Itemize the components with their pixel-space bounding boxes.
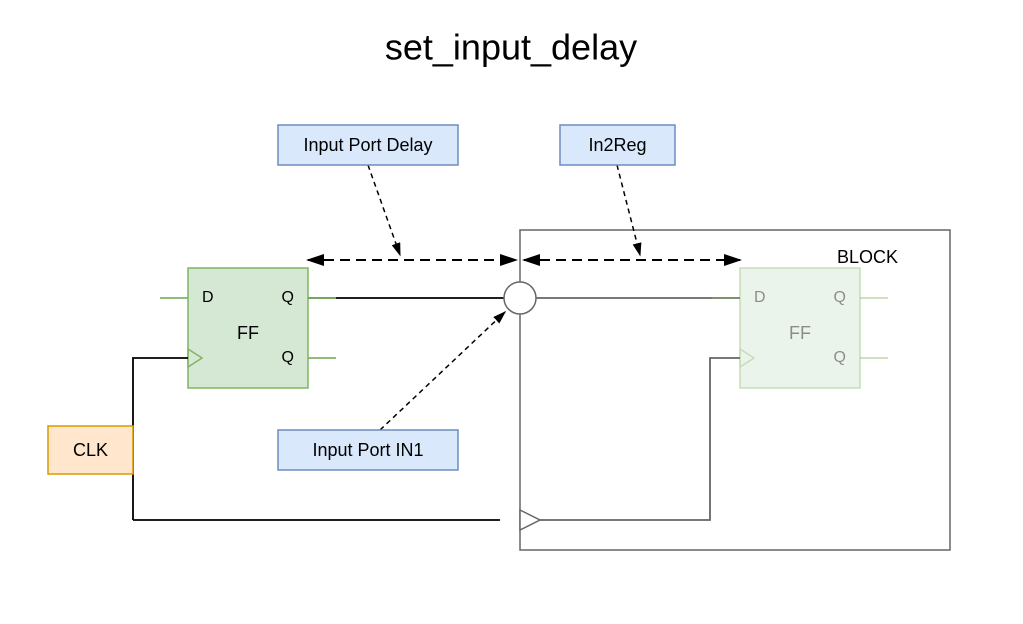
pin-d: D [202,289,214,306]
block-box [520,230,950,550]
pin-qb: Q [834,349,846,366]
pointer-ptr-input-port-delay [368,165,400,255]
label-box-in2reg: In2Reg [560,125,675,165]
block-clk-triangle-icon [520,510,540,530]
label-box-input-port-delay: Input Port Delay [278,125,458,165]
ff-left: FF D Q Q [188,268,308,388]
label-box-input-port-in1: Input Port IN1 [278,430,458,470]
pin-qb: Q [282,349,294,366]
ff-right: FF D Q Q [740,268,860,388]
clk-box: CLK [48,426,133,474]
label-text: Input Port IN1 [312,440,423,460]
pointer-ptr-input-port-in1 [380,312,505,430]
ff-label: FF [237,323,259,343]
pin-q: Q [282,289,294,306]
pointer-ptr-in2reg [617,165,640,255]
pin-q: Q [834,289,846,306]
label-text: Input Port Delay [303,135,432,155]
diagram-title: set_input_delay [385,27,637,68]
input-port-circle [504,282,536,314]
label-text: In2Reg [588,135,646,155]
pin-d: D [754,289,766,306]
wire-clk-to-ff1 [133,358,188,520]
ff-label: FF [789,323,811,343]
block-label: BLOCK [837,247,898,267]
clk-label: CLK [73,440,108,460]
wire-clk-into-block [540,358,740,520]
